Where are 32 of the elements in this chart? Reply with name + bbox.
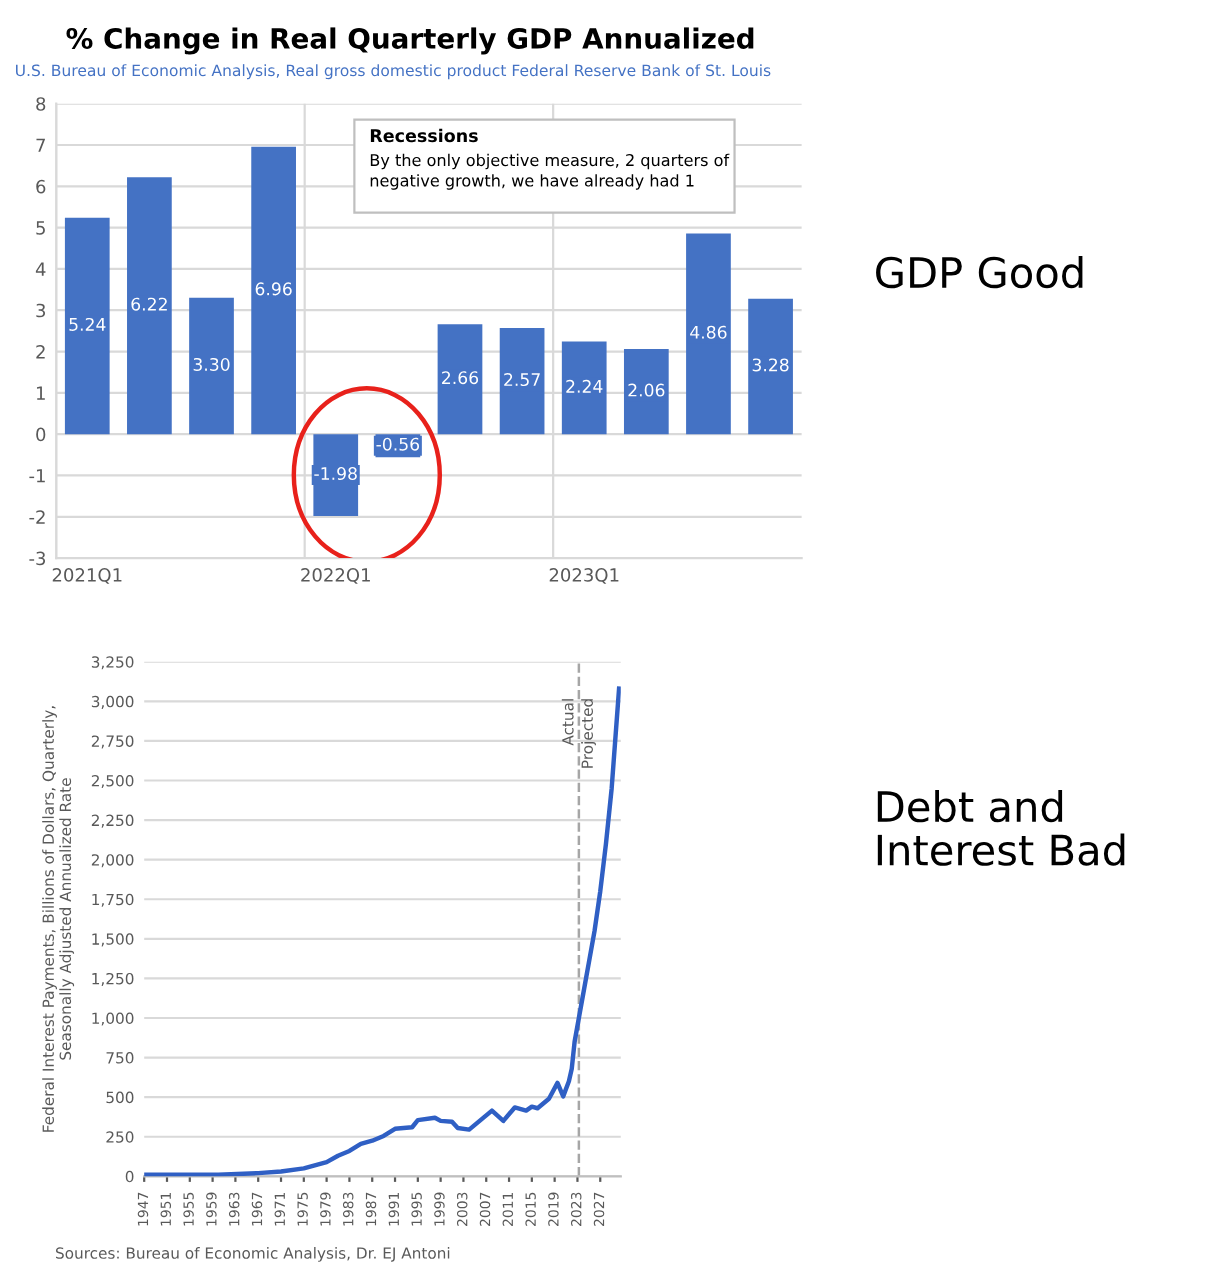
y-tick-label: 0 [36, 427, 46, 442]
chart-title: % Change in Real Quarterly GDP Annualized [66, 27, 754, 55]
data-label: 2.57 [504, 373, 540, 387]
y-tick-label: -2 [29, 510, 45, 524]
annotation: Recessions [370, 128, 478, 143]
y-tick-label: 4 [35, 262, 46, 276]
data-label: 2.66 [442, 371, 479, 385]
data-label: 5.24 [69, 317, 106, 331]
y-tick-label: -1 [29, 469, 45, 483]
data-label: -1.98 [314, 467, 357, 481]
y-tick-label: 3 [36, 303, 46, 318]
annotation: By the only objective measure, 2 quarters of negative growth, we have already had 1 [370, 153, 730, 190]
data-label: -0.56 [376, 437, 420, 451]
y-tick-label: 7 [36, 138, 45, 152]
data-label: 6.22 [131, 297, 167, 311]
y-tick-label: 5 [36, 221, 45, 235]
x-tick-label: 2022Q1 [301, 568, 370, 584]
text: GDP Good [876, 256, 1083, 289]
data-label: 3.30 [193, 357, 230, 371]
y-tick-label: 8 [36, 97, 46, 111]
x-tick-label: 2021Q1 [52, 568, 122, 584]
data-label: 4.86 [690, 325, 727, 339]
y-tick-label: 2 [36, 344, 45, 359]
data-label: 2.06 [628, 383, 665, 397]
data-label: 3.28 [752, 358, 789, 372]
data-label: 6.96 [255, 282, 292, 296]
y-tick-label: 1 [36, 386, 45, 400]
y-tick-label: 6 [36, 179, 46, 194]
data-label: 2.24 [566, 379, 603, 393]
x-tick-label: 2023Q1 [549, 568, 619, 584]
y-tick-label: -3 [29, 551, 46, 566]
text: Debt and Interest Bad [877, 790, 1125, 866]
